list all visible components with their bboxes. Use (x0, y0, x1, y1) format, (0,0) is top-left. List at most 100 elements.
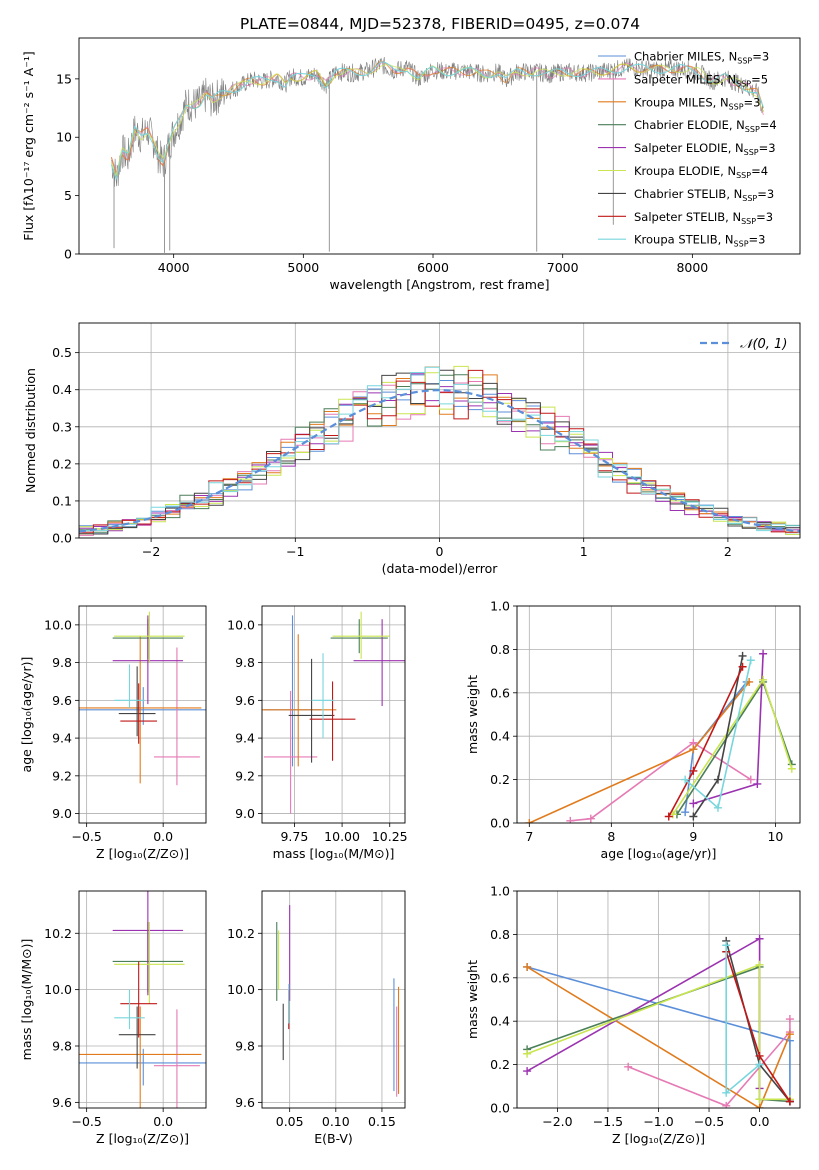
z_vs_mass-axes-frame (78, 890, 207, 1109)
y-tick-label: 0.6 (490, 970, 510, 985)
y-tick-label: 10.0 (227, 982, 255, 997)
spectrum-model-line (110, 61, 764, 181)
weight-line (526, 963, 790, 1101)
y-tick-label: 0.2 (490, 1057, 510, 1072)
weight-marker (689, 745, 698, 754)
weight-marker (738, 651, 747, 660)
weight-marker (525, 819, 534, 823)
y-axis-label: Normed distribution (23, 368, 38, 493)
y-tick-label: 10.0 (44, 982, 72, 997)
weight-marker (689, 766, 698, 775)
weight-line (528, 681, 750, 823)
y-tick-label: 10.0 (227, 617, 255, 632)
x-tick-label: 9 (689, 829, 697, 844)
y-tick-label: 9.4 (52, 731, 72, 746)
y-tick-label: 0.3 (52, 419, 72, 434)
weight-line (526, 937, 761, 1089)
y-tick-label: 9.6 (52, 693, 72, 708)
weight-marker (713, 775, 722, 784)
weight-marker (689, 812, 698, 821)
y-tick-label: 9.6 (52, 1095, 72, 1110)
x-axis-label: mass [log₁₀(M/M⊙)] (273, 846, 395, 861)
legend-label: Chabrier ELODIE, NSSP=4 (634, 118, 777, 134)
y-tick-label: 9.0 (52, 806, 72, 821)
weight-marker (753, 779, 762, 788)
y-tick-label: 0.0 (52, 531, 72, 546)
x-tick-label: −1.5 (593, 1114, 623, 1129)
ebv_vs_mass-grid (262, 891, 405, 1108)
mass_vs_age-grid (262, 606, 405, 823)
legend-label: Chabrier MILES, NSSP=3 (634, 50, 769, 66)
z_weight-axes-frame (516, 890, 801, 1109)
x-tick-label: 8000 (676, 260, 708, 275)
weight-marker (624, 1062, 633, 1071)
weight-marker (722, 1101, 731, 1108)
weight-marker (759, 649, 768, 658)
x-tick-label: 6000 (417, 260, 449, 275)
weight-marker (746, 656, 755, 665)
weight-marker (755, 1095, 764, 1104)
y-tick-label: 0 (64, 247, 72, 262)
y-tick-label: 5 (64, 188, 72, 203)
x-tick-label: 8 (607, 829, 615, 844)
x-axis-label: Z [log₁₀(Z/Z⊙)] (96, 1131, 189, 1146)
y-tick-label: 10.0 (44, 617, 72, 632)
y-tick-label: 9.8 (235, 655, 255, 670)
y-tick-label: 0.2 (490, 772, 510, 787)
y-tick-label: 9.6 (235, 1095, 255, 1110)
y-tick-label: 0.0 (490, 816, 510, 831)
spectrum-model-line (110, 63, 764, 177)
legend-label: Chabrier STELIB, NSSP=3 (634, 187, 774, 203)
y-tick-label: 0.4 (490, 729, 510, 744)
x-axis-label: E(B-V) (314, 1131, 353, 1146)
x-tick-label: 0.0 (153, 829, 173, 844)
y-tick-label: 9.8 (52, 655, 72, 670)
y-tick-label: 15 (56, 71, 72, 86)
x-axis-label: age [log₁₀(age/yr)] (601, 846, 717, 861)
weight-marker (755, 934, 764, 943)
z_vs_age-marks (79, 611, 206, 786)
weight-marker (785, 1030, 794, 1039)
y-tick-label: 9.8 (235, 1039, 255, 1054)
figure-title: PLATE=0844, MJD=52378, FIBERID=0495, z=0… (240, 15, 640, 33)
y-tick-label: 9.2 (52, 768, 72, 783)
y-tick-label: 9.6 (235, 693, 255, 708)
legend-label: Kroupa ELODIE, NSSP=4 (634, 164, 768, 180)
age_weight-grid (517, 605, 800, 824)
y-tick-label: 0.4 (490, 1014, 510, 1029)
x-tick-label: 10 (767, 829, 783, 844)
weight-marker (785, 1015, 794, 1024)
x-tick-label: 10.25 (372, 829, 408, 844)
spectrum-model-line (110, 60, 764, 177)
z_vs_age-grid (79, 606, 206, 823)
x-tick-label: 10.00 (324, 829, 360, 844)
x-tick-label: 7000 (547, 260, 579, 275)
y-axis-label: mass weight (465, 960, 480, 1039)
weight-marker (566, 816, 575, 823)
x-tick-label: −0.5 (694, 1114, 724, 1129)
y-tick-label: 0.8 (490, 927, 510, 942)
y-tick-label: 10.2 (44, 926, 72, 941)
mass_vs_age-marks (262, 611, 405, 814)
weight-line (627, 1019, 791, 1107)
x-tick-label: 2 (724, 544, 732, 559)
y-tick-label: 0.6 (490, 685, 510, 700)
y-tick-label: 0.2 (52, 456, 72, 471)
x-tick-label: −1 (286, 544, 304, 559)
legend-label: Kroupa MILES, NSSP=3 (634, 95, 760, 111)
x-axis-label: (data-model)/error (382, 561, 499, 576)
legend-label: Kroupa STELIB, NSSP=3 (634, 233, 765, 249)
z_weight-grid (517, 890, 800, 1109)
spectrum-marks (110, 57, 764, 253)
weight-marker (664, 812, 673, 821)
weight-marker (681, 775, 690, 784)
x-tick-label: 7 (525, 829, 533, 844)
y-tick-label: 1.0 (490, 884, 510, 899)
x-axis-label: Z [log₁₀(Z/Z⊙)] (96, 846, 189, 861)
weight-marker (755, 1060, 764, 1069)
x-axis-label: Z [log₁₀(Z/Z⊙)] (612, 1131, 705, 1146)
x-tick-label: −2 (142, 544, 160, 559)
y-tick-label: 0.4 (52, 382, 72, 397)
y-tick-label: 0.1 (52, 493, 72, 508)
